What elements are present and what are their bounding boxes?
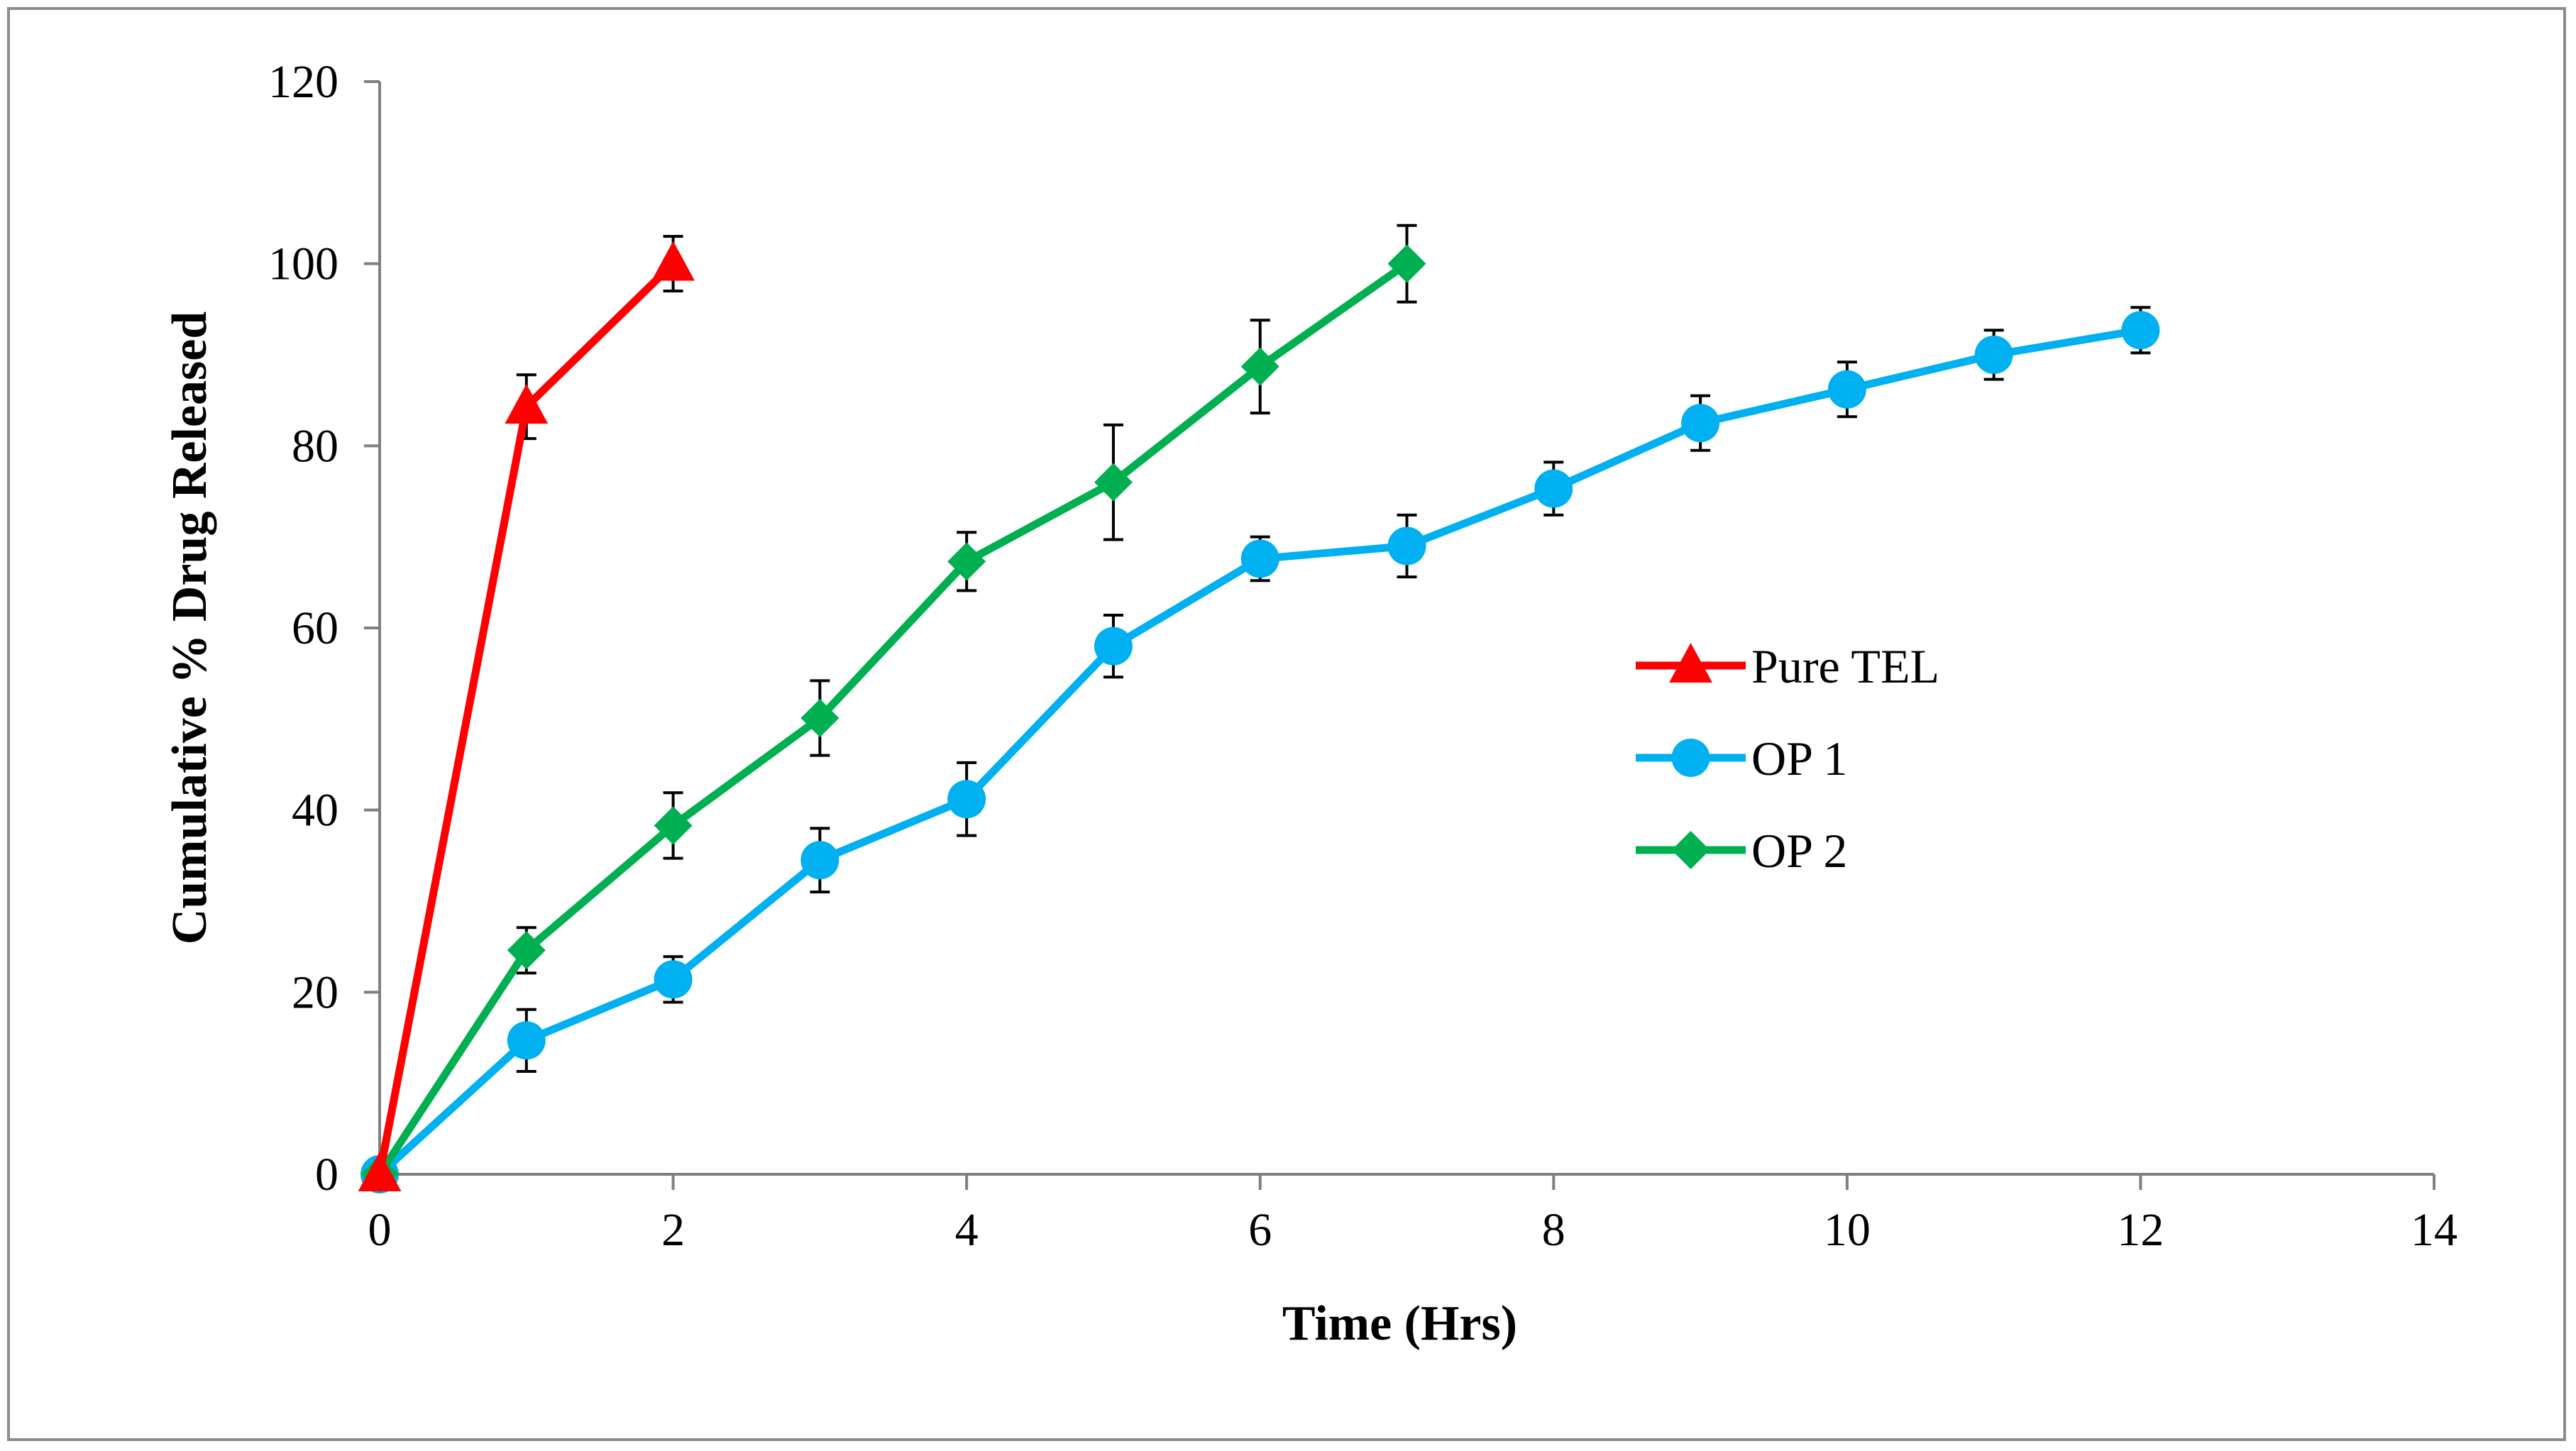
data-point-op-1 [654,960,693,999]
data-point-pure-tel [358,1152,402,1191]
y-tick-label: 100 [268,238,338,290]
data-point-op-1 [1387,526,1426,565]
legend-label-op-2: OP 2 [1751,824,1847,878]
data-point-op-1 [947,780,986,819]
legend-item-op-2: OP 2 [1636,824,1847,878]
x-tick-label: 12 [2117,1204,2164,1256]
legend-marker-op-1 [1671,739,1710,777]
data-point-op-1 [1681,404,1720,443]
series-line-op-1 [377,326,2142,1178]
data-point-op-1 [1534,469,1573,508]
y-tick-label: 60 [292,602,338,654]
y-tick-label: 40 [292,785,338,837]
data-point-op-1 [507,1021,546,1060]
data-point-pure-tel [651,241,695,281]
x-tick-label: 10 [1824,1204,1871,1256]
y-tick-label: 20 [292,966,338,1018]
data-point-pure-tel [505,384,549,424]
data-point-op-2 [1387,244,1426,283]
x-axis-title: Time (Hrs) [1282,1296,1517,1351]
legend-label-op-1: OP 1 [1751,732,1847,785]
tick-labels: 0 20 40 60 80 100 120 0 2 4 6 8 10 12 14 [268,56,2457,1256]
legend: Pure TEL OP 1 OP 2 [1636,639,1939,878]
data-point-op-2 [654,806,693,845]
data-point-op-1 [800,841,840,880]
series-layer [358,224,2160,1193]
data-point-op-1 [2121,311,2160,350]
legend-marker-op-2 [1671,831,1710,869]
x-tick-label: 14 [2411,1204,2457,1256]
y-tick-label: 120 [268,56,338,108]
legend-item-pure-tel: Pure TEL [1636,639,1939,693]
data-point-op-2 [1094,463,1133,502]
chart-frame [7,7,2566,1441]
y-tick-label: 80 [292,420,338,472]
data-point-op-2 [507,931,546,970]
y-axis-title: Cumulative % Drug Released [163,311,217,945]
legend-label-pure-tel: Pure TEL [1751,639,1939,693]
data-point-op-1 [1094,627,1133,666]
y-tick-label: 0 [315,1149,338,1201]
data-point-op-2 [800,699,840,738]
data-point-op-1 [1827,370,1866,409]
x-tick-label: 8 [1542,1204,1565,1256]
x-tick-label: 4 [955,1204,979,1256]
legend-item-op-1: OP 1 [1636,732,1847,785]
x-tick-label: 2 [661,1204,685,1256]
series-pure-tel [358,235,695,1191]
data-point-op-1 [1240,539,1279,578]
data-point-op-2 [947,542,986,581]
x-tick-label: 6 [1248,1204,1272,1256]
legend-marker-pure-tel [1669,643,1712,683]
series-line-op-2 [376,260,1409,1177]
series-op-1 [360,306,2160,1193]
x-tick-label: 0 [368,1204,392,1256]
series-op-2 [360,224,1426,1193]
data-point-op-2 [1240,347,1279,386]
data-point-op-1 [1974,336,2013,374]
